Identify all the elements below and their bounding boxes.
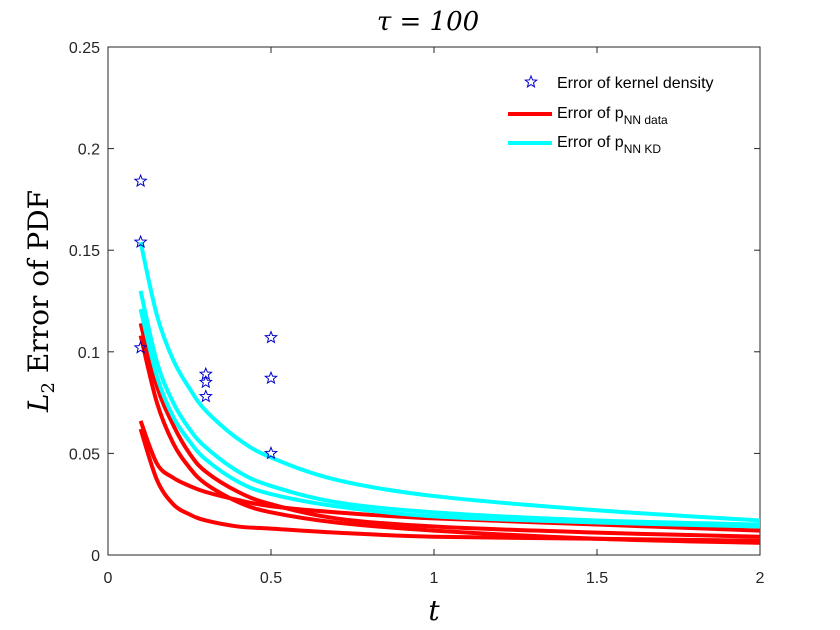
series-layer (138, 241, 761, 545)
y-tick-label: 0.25 (69, 40, 100, 57)
legend-star-icon (523, 74, 539, 88)
legend-label-kde: Error of kernel density (557, 75, 714, 92)
legend-label-nn-data-sub: NN data (624, 113, 668, 127)
y-axis-title-math: L (22, 393, 55, 413)
svg-text:L2 Error of PDF: L2 Error of PDF (22, 190, 59, 413)
legend-label-nn-data: Error of pNN data (557, 105, 668, 127)
legend: Error of kernel density Error of pNN dat… (508, 74, 714, 156)
kde-star-marker (263, 330, 279, 344)
legend-item-nn-data: Error of pNN data (508, 105, 668, 127)
x-tick-label: 0 (104, 570, 113, 587)
y-axis-title-subscript: 2 (38, 382, 59, 393)
kde-marker-layer (133, 173, 279, 460)
y-tick-label: 0.05 (69, 446, 100, 463)
y-tick-label: 0 (91, 548, 100, 565)
kde-star-marker (263, 370, 279, 385)
kde-star-marker (133, 340, 148, 354)
legend-label-nn-data-main: Error of p (557, 105, 624, 122)
series-line-nn_data_1 (138, 322, 761, 539)
x-tick-label: 1.5 (586, 570, 608, 587)
y-tick-label: 0.2 (78, 142, 100, 159)
y-tick-label: 0.15 (69, 243, 100, 260)
y-axis: 0 0.05 0.1 0.15 0.2 0.25 (69, 40, 760, 565)
x-axis-title: t (428, 594, 440, 627)
legend-label-nn-kd-main: Error of p (557, 134, 624, 151)
chart-title: τ = 100 (377, 7, 479, 37)
y-axis-title: L2 Error of PDF (22, 190, 59, 413)
kde-star-marker (133, 234, 148, 249)
x-tick-label: 2 (756, 570, 765, 587)
legend-item-nn-kd: Error of pNN KD (508, 134, 661, 156)
kde-star-marker (198, 389, 213, 403)
kde-star-marker (263, 446, 279, 460)
x-tick-label: 1 (430, 570, 439, 587)
legend-label-nn-kd-sub: NN KD (624, 142, 662, 156)
y-tick-label: 0.1 (78, 345, 100, 362)
legend-item-kde: Error of kernel density (523, 74, 714, 92)
kde-star-marker (198, 374, 213, 389)
legend-label-nn-kd: Error of pNN KD (557, 134, 661, 156)
y-axis-title-text: Error of PDF (22, 190, 55, 373)
series-line-nn_kd_3 (138, 308, 761, 529)
x-axis: 0 0.5 1 1.5 2 (104, 47, 765, 587)
series-line-nn_kd_2 (138, 290, 761, 527)
x-tick-label: 0.5 (260, 570, 282, 587)
series-line-nn_data_4 (138, 335, 761, 545)
kde-star-marker (133, 173, 148, 188)
series-line-nn_kd_1 (138, 241, 761, 523)
